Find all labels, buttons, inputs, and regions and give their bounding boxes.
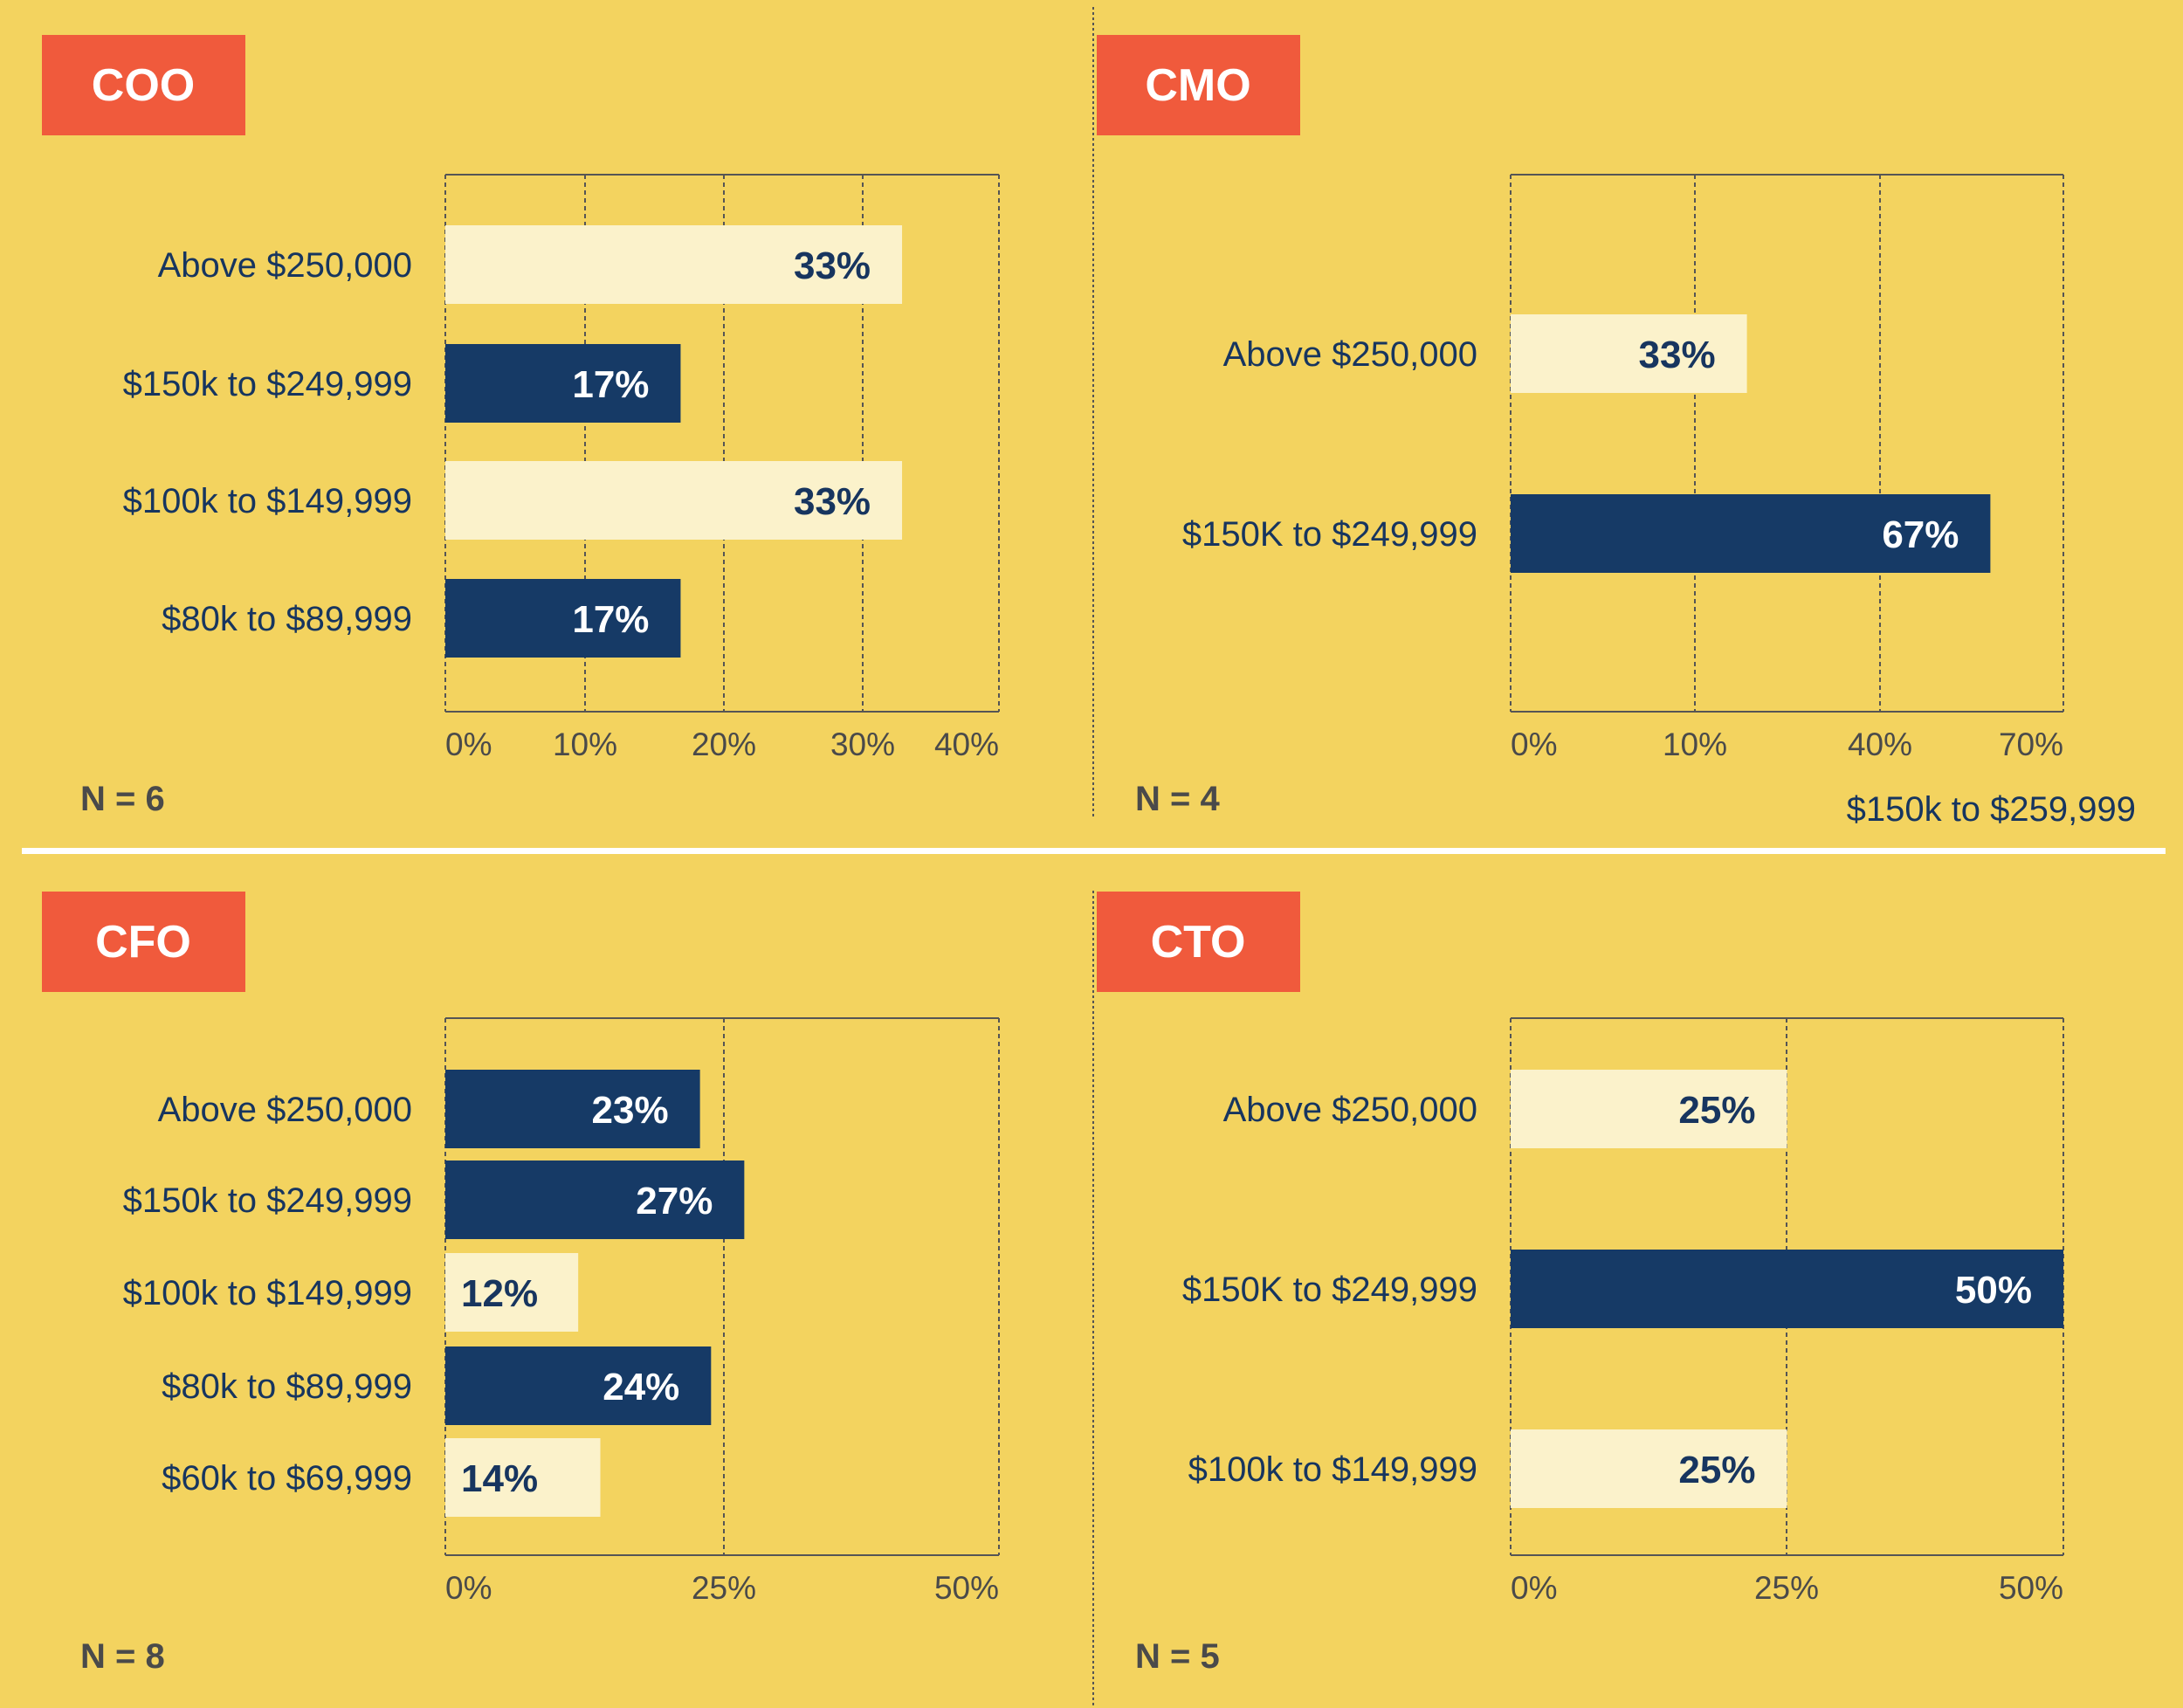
category-label: Above $250,000 — [158, 246, 412, 285]
x-tick-label: 40% — [1848, 727, 1912, 762]
bar — [1511, 314, 1747, 393]
category-label: Above $250,000 — [1223, 335, 1477, 374]
category-label: $80k to $89,999 — [162, 600, 412, 638]
x-tick-label: 25% — [1754, 1570, 1819, 1606]
role-badge — [42, 892, 245, 992]
bar — [445, 1438, 601, 1517]
role-badge — [42, 35, 245, 135]
sample-size-label: N = 6 — [80, 780, 165, 818]
bar — [445, 225, 903, 304]
value-label: 17% — [572, 598, 649, 641]
value-label: 24% — [603, 1366, 679, 1408]
value-label: 12% — [461, 1272, 538, 1315]
sample-size-label: N = 4 — [1135, 780, 1220, 818]
bar — [1511, 1429, 1787, 1508]
category-label: $60k to $69,999 — [162, 1459, 412, 1498]
bar — [445, 579, 681, 658]
x-tick-label: 20% — [692, 727, 756, 762]
value-label: 67% — [1882, 513, 1959, 556]
value-label: 33% — [794, 480, 871, 523]
role-badge-title: CTO — [1151, 917, 1246, 968]
category-label: $100k to $149,999 — [123, 482, 412, 520]
category-label: Above $250,000 — [1223, 1091, 1477, 1129]
value-label: 50% — [1955, 1269, 2032, 1312]
category-label: Above $250,000 — [158, 1091, 412, 1129]
bar — [1511, 494, 1991, 573]
role-badge-title: COO — [92, 60, 195, 111]
role-badge-title: CMO — [1145, 60, 1250, 111]
x-tick-label: 40% — [934, 727, 999, 762]
bar — [445, 1070, 700, 1148]
value-label: 27% — [636, 1180, 713, 1222]
bar — [445, 1346, 712, 1425]
x-tick-label: 0% — [445, 727, 492, 762]
x-tick-label: 10% — [1663, 727, 1727, 762]
value-label: 33% — [1639, 334, 1716, 376]
bar — [445, 1253, 579, 1332]
role-badge — [1097, 892, 1300, 992]
value-label: 33% — [794, 244, 871, 287]
sample-size-label: N = 8 — [80, 1637, 165, 1676]
category-label: $150K to $249,999 — [1182, 515, 1477, 554]
value-label: 23% — [592, 1089, 669, 1132]
x-tick-label: 10% — [553, 727, 617, 762]
x-tick-label: 0% — [1511, 727, 1557, 762]
chart-annotation: $150k to $259,999 — [1847, 790, 2136, 829]
x-tick-label: 50% — [934, 1570, 999, 1606]
category-label: $150k to $249,999 — [123, 365, 412, 403]
role-badge — [1097, 35, 1300, 135]
category-label: $150k to $249,999 — [123, 1181, 412, 1220]
x-tick-label: 0% — [445, 1570, 492, 1606]
sample-size-label: N = 5 — [1135, 1637, 1220, 1676]
role-badge-title: CFO — [95, 917, 191, 968]
value-label: 17% — [572, 363, 649, 406]
bar — [445, 461, 903, 540]
x-tick-label: 70% — [1999, 727, 2063, 762]
bar — [445, 1160, 745, 1239]
horizontal-divider — [22, 848, 2166, 854]
category-label: $100k to $149,999 — [1188, 1450, 1477, 1489]
x-tick-label: 30% — [830, 727, 895, 762]
value-label: 25% — [1678, 1449, 1755, 1491]
bar — [1511, 1250, 2063, 1328]
category-label: $80k to $89,999 — [162, 1367, 412, 1406]
category-label: $150K to $249,999 — [1182, 1271, 1477, 1309]
value-label: 14% — [461, 1457, 538, 1500]
category-label: $100k to $149,999 — [123, 1274, 412, 1312]
bar — [1511, 1070, 1787, 1148]
x-tick-label: 25% — [692, 1570, 756, 1606]
x-tick-label: 50% — [1999, 1570, 2063, 1606]
bar — [445, 344, 681, 423]
value-label: 25% — [1678, 1089, 1755, 1132]
x-tick-label: 0% — [1511, 1570, 1557, 1606]
